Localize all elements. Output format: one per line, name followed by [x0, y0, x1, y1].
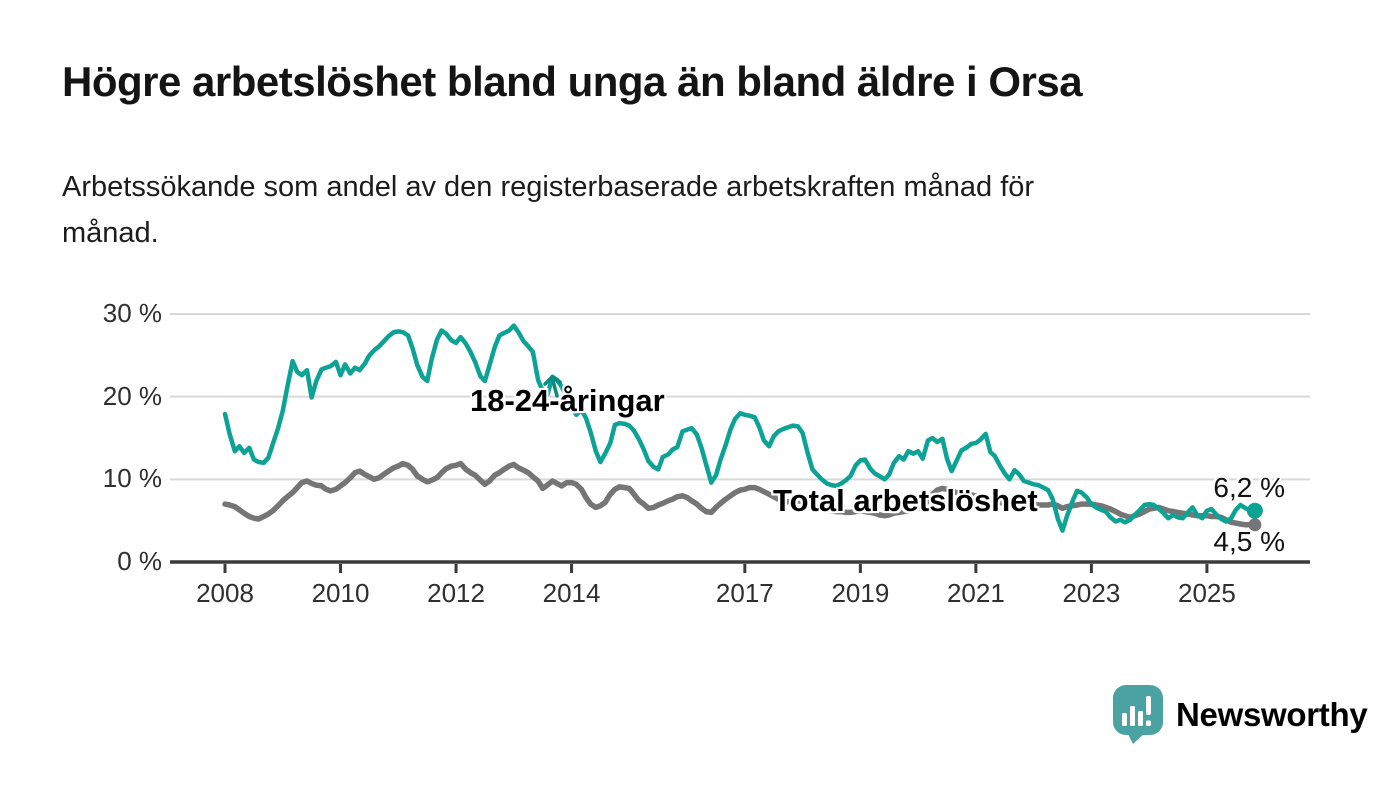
y-tick-label: 20 %: [102, 380, 162, 411]
x-tick-label: 2010: [311, 578, 370, 608]
brand-name: Newsworthy: [1176, 696, 1368, 733]
series-label-total: Total arbetslöshet: [773, 483, 1038, 518]
end-value-label-youth: 6,2 %: [1213, 472, 1285, 503]
x-tick-label: 2025: [1177, 578, 1236, 608]
x-tick-label: 2008: [196, 578, 254, 608]
chart-subtitle: Arbetssökande som andel av den registerb…: [62, 164, 1034, 256]
x-tick-label: 2019: [831, 578, 890, 608]
end-value-label-total: 4,5 %: [1213, 526, 1285, 557]
series-line-total: [222, 460, 1258, 528]
y-tick-label: 0 %: [117, 546, 162, 576]
end-dot-youth: [1246, 502, 1263, 519]
y-tick-label: 10 %: [102, 463, 162, 494]
x-tick-label: 2023: [1062, 578, 1121, 608]
chart-subtitle-line2: månad.: [62, 217, 159, 249]
x-tick-label: 2021: [946, 578, 1005, 608]
chart-subtitle-line1: Arbetssökande som andel av den registerb…: [62, 171, 1035, 203]
x-tick-label: 2017: [715, 578, 774, 608]
end-dot-total: [1248, 518, 1262, 532]
x-tick-label: 2014: [542, 578, 601, 608]
chart-bubble-icon: [1113, 685, 1163, 744]
label-arrow-icon: [543, 375, 562, 398]
x-tick-label: 2012: [427, 578, 485, 608]
newsworthy-logo: Newsworthy: [1112, 684, 1368, 744]
chart-title: Högre arbetslöshet bland unga än bland ä…: [62, 58, 1083, 105]
series-line-youth: [222, 323, 1258, 533]
y-tick-label: 30 %: [102, 297, 162, 328]
series-label-youth: 18-24-åringar: [470, 383, 665, 418]
